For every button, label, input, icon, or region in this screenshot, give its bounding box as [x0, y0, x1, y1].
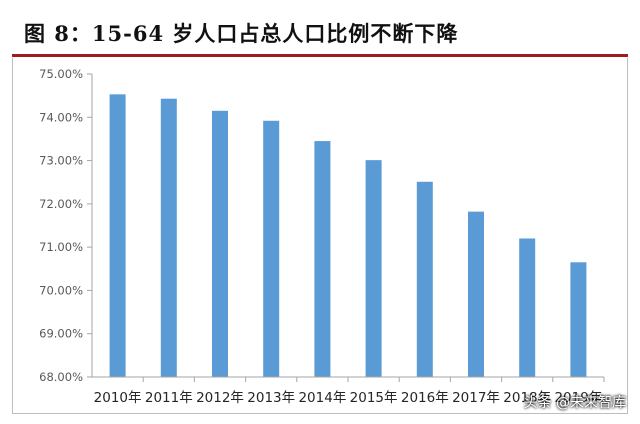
x-tick-label: 2018年 [503, 390, 551, 406]
x-tick-label: 2014年 [298, 390, 346, 406]
title-divider [12, 54, 628, 57]
x-tick-label: 2015年 [350, 390, 398, 406]
y-tick-label: 69.00% [39, 327, 83, 341]
bar-2012年 [212, 110, 228, 378]
y-tick-label: 71.00% [39, 240, 83, 254]
bar-2016年 [416, 181, 433, 377]
x-tick-label: 2010年 [94, 390, 142, 406]
y-tick-label: 75.00% [39, 67, 83, 81]
watermark: 头条 @未来智库 [523, 395, 626, 411]
x-tick-label: 2016年 [401, 390, 449, 406]
bar-series [109, 94, 587, 378]
y-tick-label: 74.00% [39, 110, 83, 124]
bar-2014年 [314, 141, 331, 377]
bar-2013年 [263, 120, 280, 378]
bar-2017年 [468, 211, 484, 377]
y-axis: 68.00% 69.00% 70.00% 71.00% 72.00% 73.00% 74.0… [39, 67, 93, 384]
page-title: 图 8：15-64 岁人口占总人口比例不断下降 [24, 21, 459, 46]
bar-2011年 [160, 98, 177, 378]
bar-2018年 [519, 238, 536, 377]
bar-2010年 [109, 94, 126, 377]
x-tick-label: 2017年 [452, 390, 500, 406]
y-tick-label: 73.00% [39, 154, 83, 168]
y-tick-label: 70.00% [39, 283, 83, 297]
y-tick-label: 72.00% [39, 197, 83, 211]
bar-2019年 [570, 262, 587, 377]
y-tick-label: 68.00% [39, 370, 83, 384]
x-tick-label: 2019年 [554, 390, 602, 406]
bar-2015年 [365, 160, 382, 377]
x-tick-label: 2012年 [196, 390, 244, 406]
x-tick-label: 2013年 [247, 390, 295, 406]
chart-frame [12, 58, 628, 414]
x-tick-label: 2011年 [145, 390, 193, 406]
x-axis: 2010年 2011年 2012年 2013年 2014年 2015年 2016年 2017年… [92, 376, 605, 406]
